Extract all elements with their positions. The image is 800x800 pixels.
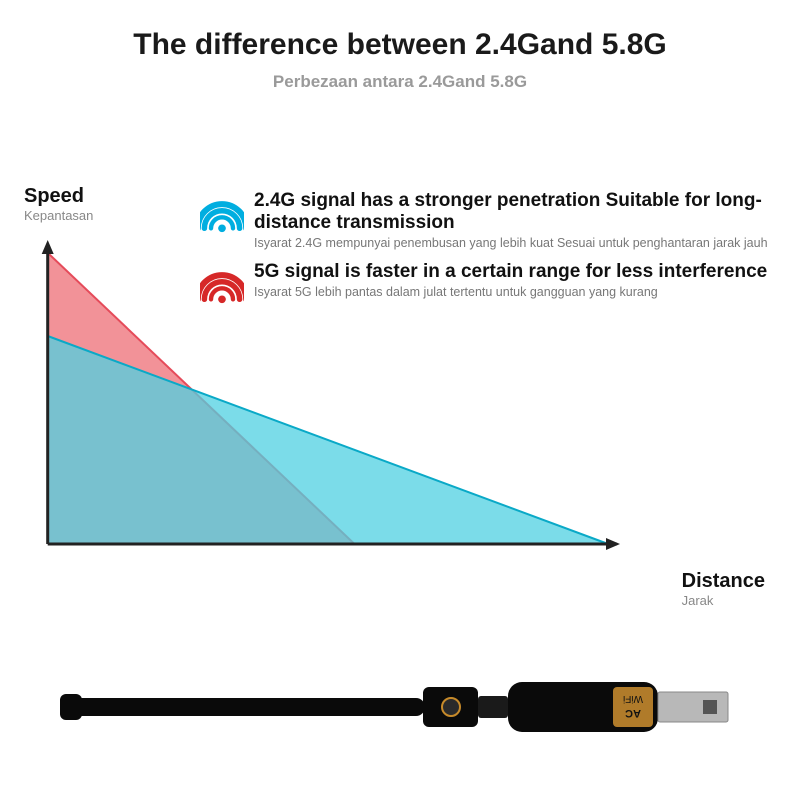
page-subtitle: Perbezaan antara 2.4Gand 5.8G xyxy=(0,72,800,92)
legend-headline: 2.4G signal has a stronger penetration S… xyxy=(254,190,770,234)
wifi-adapter-image: AC WiFi xyxy=(55,670,745,740)
svg-text:AC: AC xyxy=(625,707,641,719)
axis-y-label: Speed Kepantasan xyxy=(24,185,93,223)
svg-text:WiFi: WiFi xyxy=(623,693,643,704)
wifi-icon xyxy=(200,192,244,236)
speed-distance-chart xyxy=(30,240,620,560)
axis-x-label: Distance Jarak xyxy=(682,570,765,608)
page-title: The difference between 2.4Gand 5.8G xyxy=(0,28,800,62)
